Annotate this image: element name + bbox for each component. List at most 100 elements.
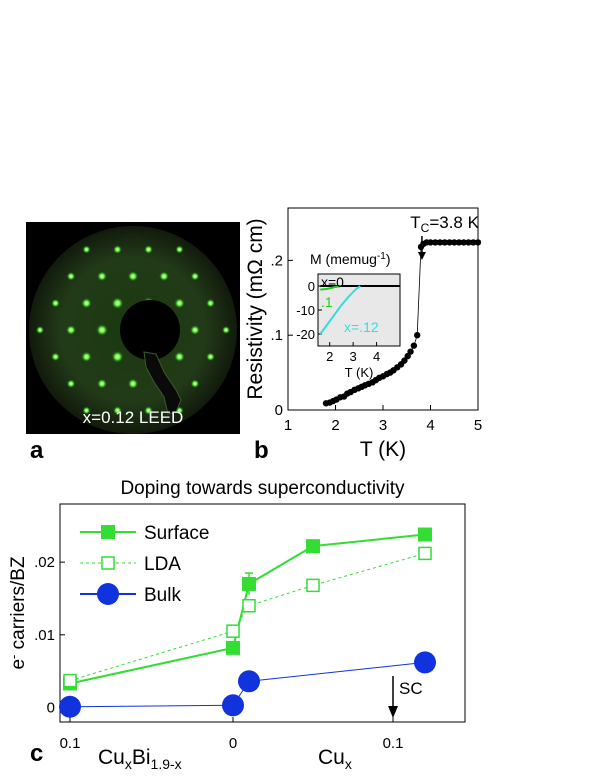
inset-y-tick-label: -10 bbox=[296, 303, 315, 318]
leed-spot bbox=[81, 351, 92, 363]
leed-spot bbox=[127, 378, 139, 390]
resistivity-point bbox=[436, 239, 444, 246]
xaxis-right-sub: x bbox=[344, 756, 352, 773]
doping-chart: Doping towards superconductivity 0.1 0 0.1 0… bbox=[6, 478, 466, 752]
leed-spot bbox=[113, 406, 122, 415]
legend-marker bbox=[101, 525, 115, 539]
leed-spot bbox=[51, 352, 60, 362]
leed-spot bbox=[51, 298, 60, 308]
resistivity-point bbox=[432, 239, 439, 246]
panel-label-c: c bbox=[30, 740, 44, 767]
y-tick-label: .02 bbox=[34, 554, 55, 571]
data-point-surface bbox=[306, 539, 320, 554]
leed-spot bbox=[127, 270, 139, 282]
leed-spot bbox=[144, 406, 153, 415]
leed-spot bbox=[82, 406, 91, 415]
resistivity-point bbox=[414, 331, 421, 339]
y-tick-label: 0 bbox=[47, 699, 55, 716]
xaxis-label-right: Cux bbox=[318, 746, 352, 772]
resistivity-point bbox=[474, 239, 482, 246]
chart-title: Doping towards superconductivity bbox=[120, 478, 405, 499]
leed-spot bbox=[111, 350, 124, 363]
x-tick-label: 2 bbox=[331, 417, 339, 434]
data-point-lda bbox=[418, 546, 432, 561]
resistivity-point bbox=[427, 239, 434, 246]
data-point-lda bbox=[242, 598, 256, 613]
data-point-bulk bbox=[222, 694, 244, 717]
leed-caption: x=0.12 LEED bbox=[82, 408, 184, 427]
resistivity-point bbox=[410, 342, 418, 349]
resistivity-point bbox=[446, 239, 453, 246]
leed-spot bbox=[189, 324, 201, 336]
data-point-bulk bbox=[59, 695, 81, 718]
inset-label-x0: x=0 bbox=[321, 274, 344, 290]
data-point-lda bbox=[226, 624, 240, 638]
data-point-lda bbox=[63, 673, 77, 688]
legend-marker bbox=[101, 556, 115, 570]
y-axis-label-sup: - bbox=[6, 655, 21, 659]
x-tick-label: 3 bbox=[379, 417, 387, 434]
leed-image: x=0.12 LEED bbox=[26, 222, 240, 434]
legend-label-bulk: Bulk bbox=[144, 585, 181, 606]
leed-spot bbox=[190, 379, 200, 389]
x-tick-label: 5 bbox=[474, 417, 482, 434]
panel-label-b: b bbox=[254, 437, 269, 464]
tc-arrow-head bbox=[417, 252, 426, 260]
sc-annotation: SC bbox=[388, 676, 423, 718]
inset-series-line bbox=[319, 285, 361, 335]
inset-title-end: ) bbox=[386, 251, 391, 267]
leed-spot bbox=[35, 325, 45, 335]
series-line-bulk bbox=[69, 661, 426, 708]
leed-spot bbox=[113, 245, 122, 254]
y-axis-label: e- carriers/BZ bbox=[6, 556, 29, 669]
inset-y-tick-label: -20 bbox=[296, 327, 315, 342]
doping-plot-frame bbox=[59, 503, 466, 723]
sc-label: SC bbox=[399, 679, 423, 698]
tc-t: T bbox=[410, 213, 420, 232]
y-tick-label: .2 bbox=[270, 252, 283, 269]
leed-spot bbox=[96, 378, 108, 389]
xaxis-left-sub2: 1.9-x bbox=[150, 756, 182, 773]
inset-x-tick-label: 3 bbox=[350, 349, 357, 364]
resistivity-point bbox=[407, 348, 414, 355]
resistivity-point bbox=[441, 239, 448, 246]
y-axis-label-e: e bbox=[8, 659, 29, 670]
x-tick-label: 0.1 bbox=[60, 735, 81, 752]
leed-spot bbox=[190, 271, 200, 281]
inset-label-x12: x=.12 bbox=[344, 319, 379, 335]
inset-title-sup: -1 bbox=[377, 251, 386, 262]
inset-series-line bbox=[320, 285, 342, 291]
inset-x-tick-label: 2 bbox=[326, 349, 333, 364]
inset-title-main: M (memug bbox=[310, 251, 377, 267]
y-axis-label: Resistivity (mΩ cm) bbox=[244, 218, 267, 399]
sc-arrow-head bbox=[388, 706, 398, 718]
leed-spot bbox=[111, 297, 124, 310]
y-tick-label: .01 bbox=[34, 627, 55, 644]
leed-spot bbox=[206, 352, 215, 362]
x-tick-label: 0.1 bbox=[383, 735, 404, 752]
x-tick-label: 4 bbox=[426, 417, 434, 434]
leed-spot bbox=[95, 323, 109, 337]
legend-label-lda: LDA bbox=[144, 554, 181, 575]
legend-label-surface: Surface bbox=[144, 523, 209, 544]
leed-pattern bbox=[29, 226, 237, 434]
inset-label-x1: .1 bbox=[321, 294, 333, 310]
x-axis-label: T (K) bbox=[360, 438, 406, 461]
inset-x-tick-label: 4 bbox=[373, 349, 380, 364]
tc-annotation: TC=3.8 K bbox=[410, 213, 480, 260]
leed-spot bbox=[174, 351, 185, 363]
x-tick-label: 0 bbox=[229, 735, 237, 752]
x-tick-label: 1 bbox=[284, 417, 292, 434]
leed-spot bbox=[66, 379, 76, 389]
xaxis-right-main: Cu bbox=[318, 746, 345, 769]
panel-label-a: a bbox=[30, 437, 44, 464]
leed-spot bbox=[96, 271, 108, 282]
inset-title: M (memug-1) bbox=[310, 251, 390, 267]
tc-label: TC=3.8 K bbox=[410, 213, 479, 235]
y-tick-label: .1 bbox=[270, 327, 283, 344]
leed-spot bbox=[81, 297, 92, 309]
data-point-bulk bbox=[414, 651, 436, 674]
leed-spot bbox=[158, 271, 170, 282]
leed-spot bbox=[65, 324, 77, 336]
xaxis-left-main: Cu bbox=[98, 746, 125, 769]
